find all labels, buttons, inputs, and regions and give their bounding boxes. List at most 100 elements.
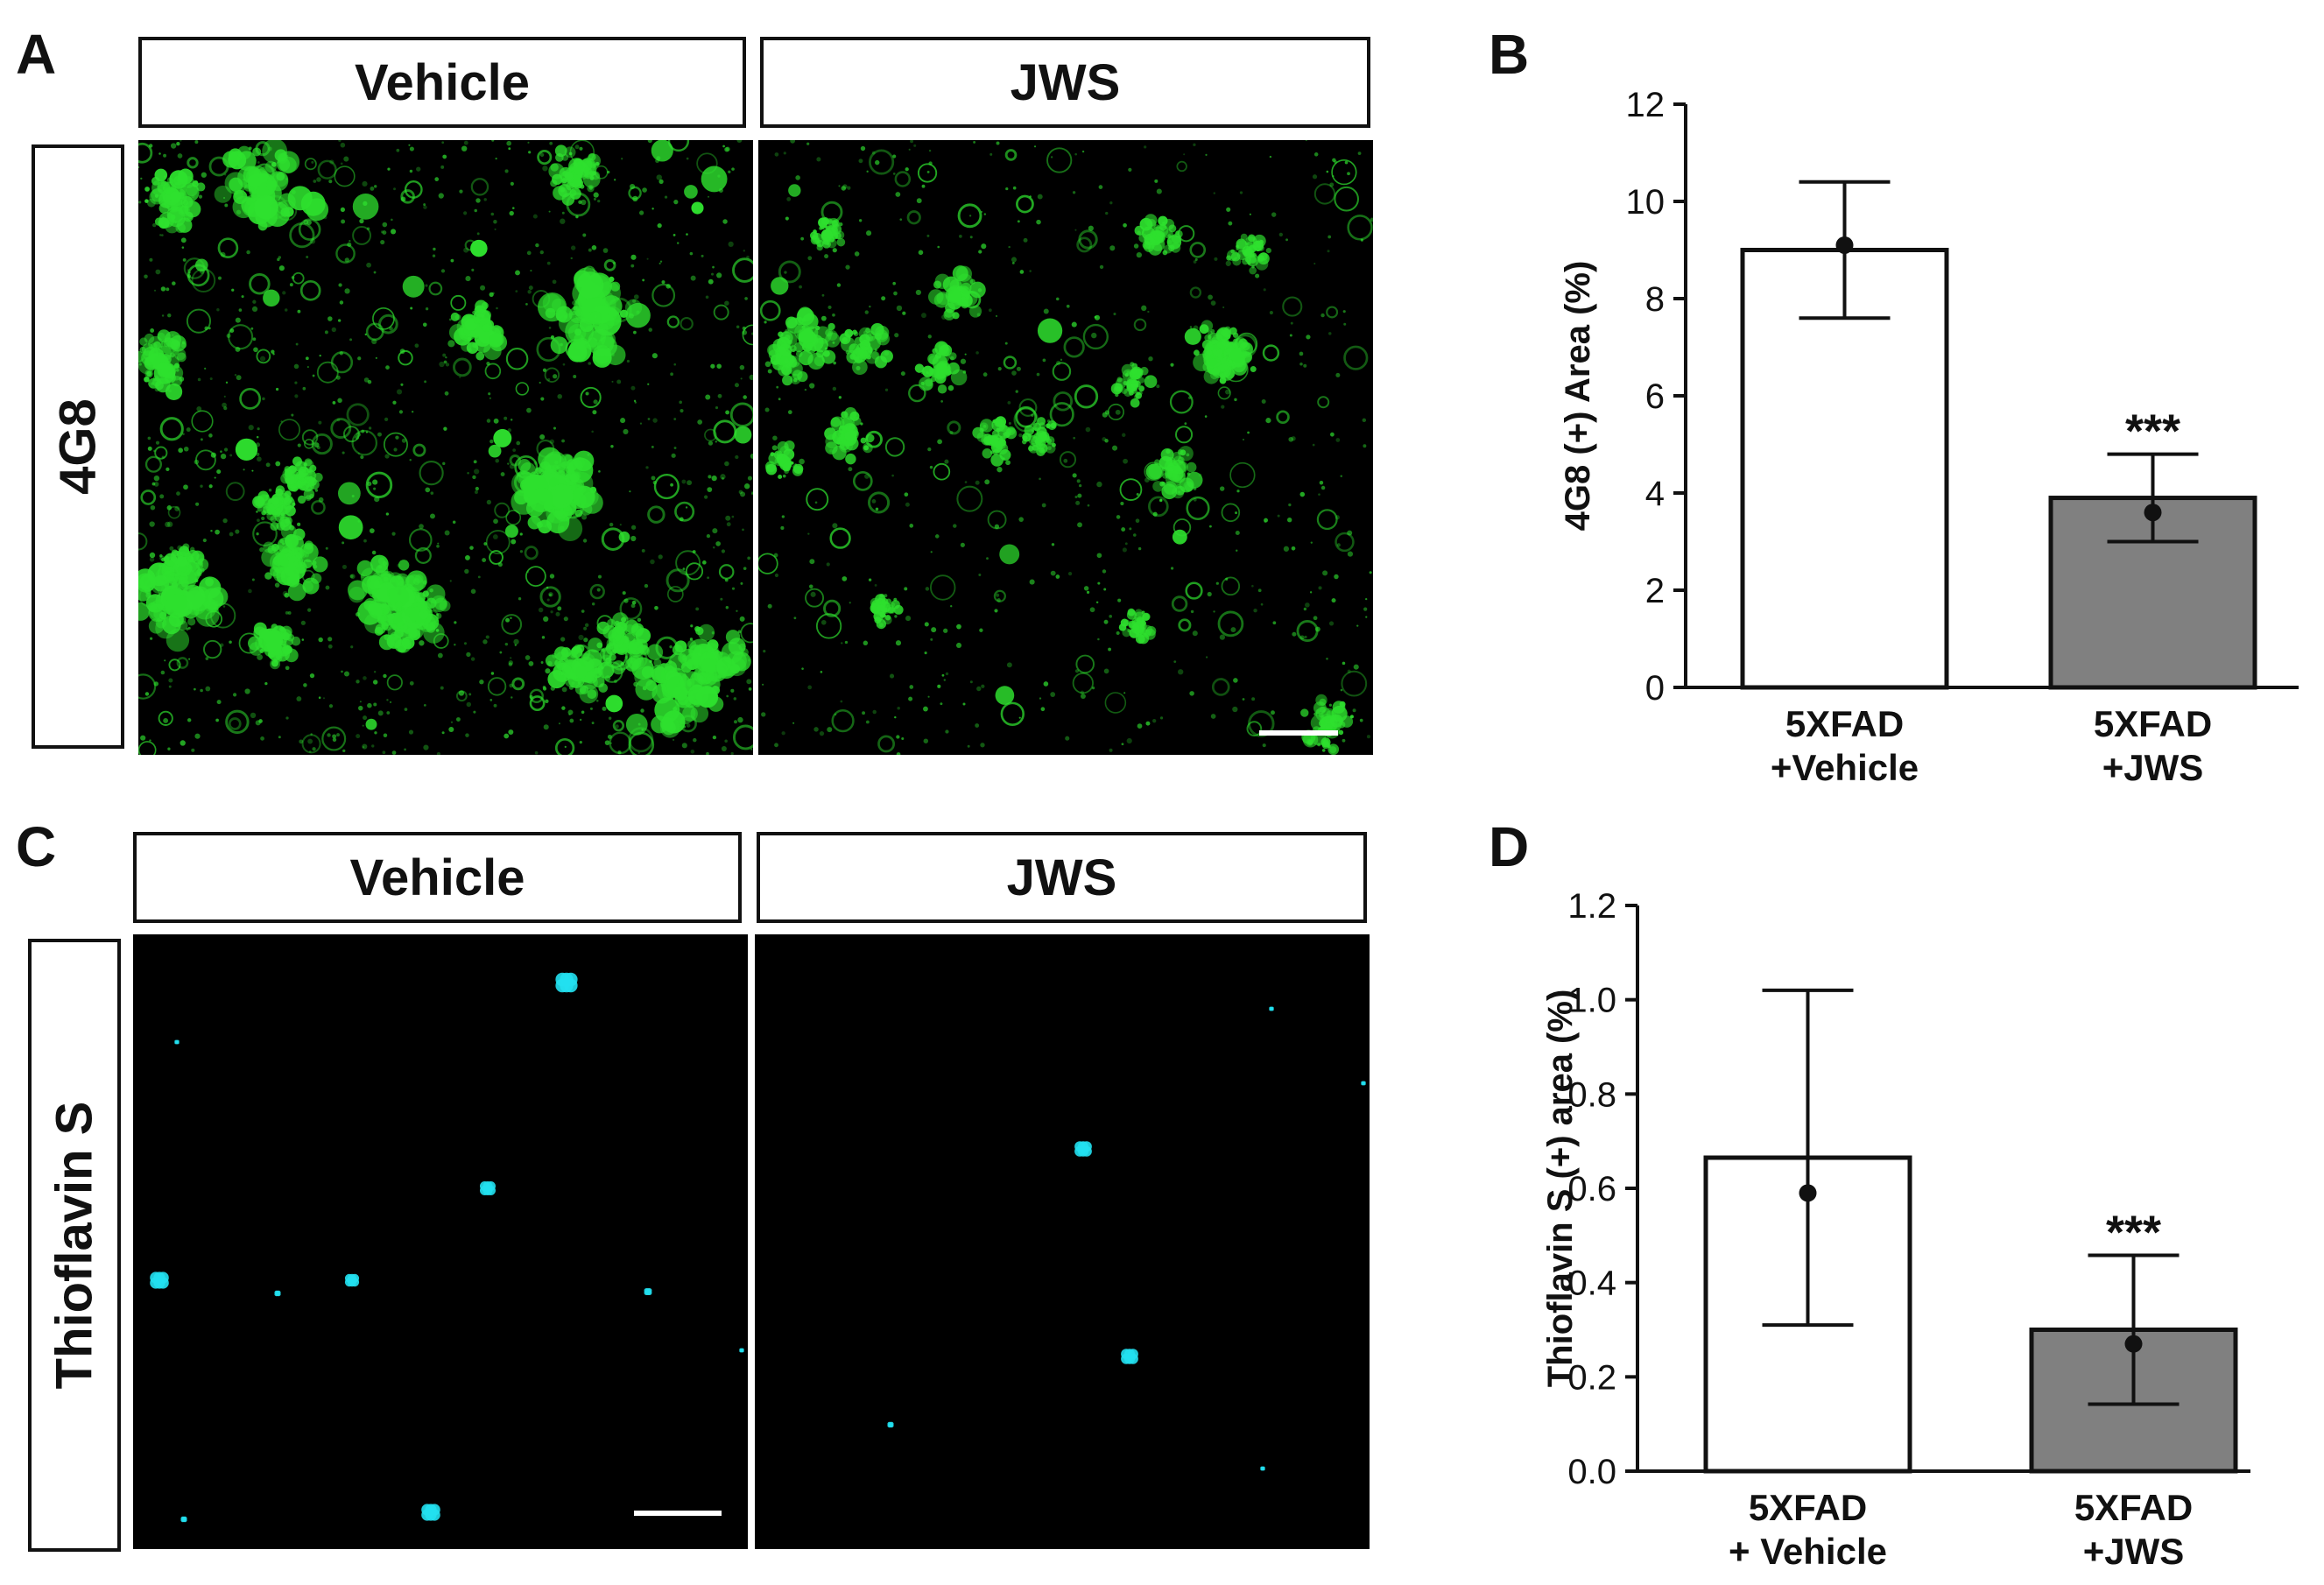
speckle <box>543 616 549 623</box>
panel-a-header-jws: JWS <box>760 37 1370 128</box>
speckle <box>1306 335 1311 340</box>
speckle <box>149 521 155 527</box>
cell-outline <box>823 599 842 617</box>
speckle <box>581 710 585 715</box>
speckle <box>210 529 213 532</box>
speckle <box>1242 438 1244 440</box>
plaque-blob <box>665 660 678 673</box>
speckle <box>826 562 830 567</box>
bright-dot <box>691 201 704 215</box>
plaque-blob <box>841 411 849 419</box>
speckle <box>385 365 390 370</box>
plaque-blob <box>1207 330 1213 336</box>
speckle <box>373 271 377 274</box>
plaque-blob <box>820 226 825 229</box>
plaque-blob <box>569 182 575 188</box>
speckle <box>342 749 346 752</box>
speckle <box>934 534 940 539</box>
cell-outline <box>877 735 896 753</box>
speckle <box>730 751 734 755</box>
speckle <box>973 140 976 144</box>
plaque-blob <box>830 230 838 239</box>
speckle <box>474 208 477 213</box>
speckle <box>767 603 772 609</box>
speckle <box>1008 245 1011 249</box>
speckle <box>327 644 333 649</box>
speckle <box>693 737 697 743</box>
speckle <box>1156 188 1162 194</box>
speckle <box>275 461 281 467</box>
speckle <box>740 377 743 380</box>
plaque-blob <box>580 184 585 189</box>
speckle <box>409 169 413 173</box>
speckle <box>751 490 753 494</box>
speckle <box>363 676 367 680</box>
speckle <box>356 734 361 739</box>
speckle <box>505 617 511 623</box>
speckle <box>1123 458 1128 464</box>
speckle <box>558 722 560 725</box>
speckle <box>442 154 447 159</box>
plaque-blob <box>271 543 279 552</box>
speckle <box>540 661 544 664</box>
plaque-blob <box>816 244 823 251</box>
speckle <box>443 426 447 431</box>
cell-outline <box>186 308 212 334</box>
plaque-blob <box>628 639 644 655</box>
speckle <box>509 210 514 216</box>
plaque-blob <box>691 672 700 681</box>
speckle <box>891 474 894 477</box>
cell-outline <box>729 402 753 427</box>
plaque-blob <box>173 348 187 361</box>
speckle <box>1329 182 1335 187</box>
speckle <box>807 532 810 535</box>
plaque-blob <box>447 340 455 348</box>
speckle <box>956 623 961 630</box>
speckle <box>248 425 254 431</box>
speckle <box>275 387 279 391</box>
speckle <box>259 547 264 553</box>
speckle <box>743 483 750 490</box>
plaque-blob <box>630 625 644 638</box>
plaque-blob <box>825 332 841 348</box>
micrograph-thioflavin-jws <box>755 934 1370 1549</box>
speckle <box>1137 546 1142 551</box>
speckle <box>215 718 219 722</box>
speckle <box>1288 503 1292 507</box>
plaque-blob <box>550 336 568 355</box>
speckle <box>256 532 259 536</box>
plaque-blob <box>1328 703 1332 707</box>
speckle <box>491 140 495 142</box>
speckle <box>222 402 227 408</box>
bright-dot <box>504 525 518 539</box>
plaque-blob <box>935 349 950 364</box>
x-tick-label: 5XFAD <box>1785 703 1904 744</box>
speckle <box>541 636 546 639</box>
speckle <box>806 142 810 145</box>
speckle <box>527 141 530 144</box>
speckle <box>614 179 616 181</box>
speckle <box>1321 749 1326 752</box>
plaque-blob <box>292 502 296 506</box>
data-point <box>2144 504 2162 522</box>
plaque-blob <box>673 707 678 712</box>
y-tick-label: 0.8 <box>1567 1075 1616 1114</box>
speckle <box>597 199 601 203</box>
plaque-blob <box>1028 435 1039 445</box>
speckle <box>751 492 753 496</box>
speckle <box>504 416 508 420</box>
plaque-blob <box>377 557 385 565</box>
thioflavin-plaque <box>1361 1081 1366 1086</box>
speckle <box>629 490 631 493</box>
speckle <box>350 645 354 649</box>
cell-outline <box>609 731 632 755</box>
speckle <box>875 159 880 166</box>
speckle <box>337 319 342 322</box>
speckle <box>372 680 378 685</box>
bright-dot <box>625 713 648 736</box>
plaque-blob <box>713 686 718 691</box>
plaque-blob <box>138 602 150 621</box>
plaque-blob <box>992 419 997 424</box>
speckle <box>1091 332 1097 339</box>
plaque-blob <box>865 433 875 443</box>
